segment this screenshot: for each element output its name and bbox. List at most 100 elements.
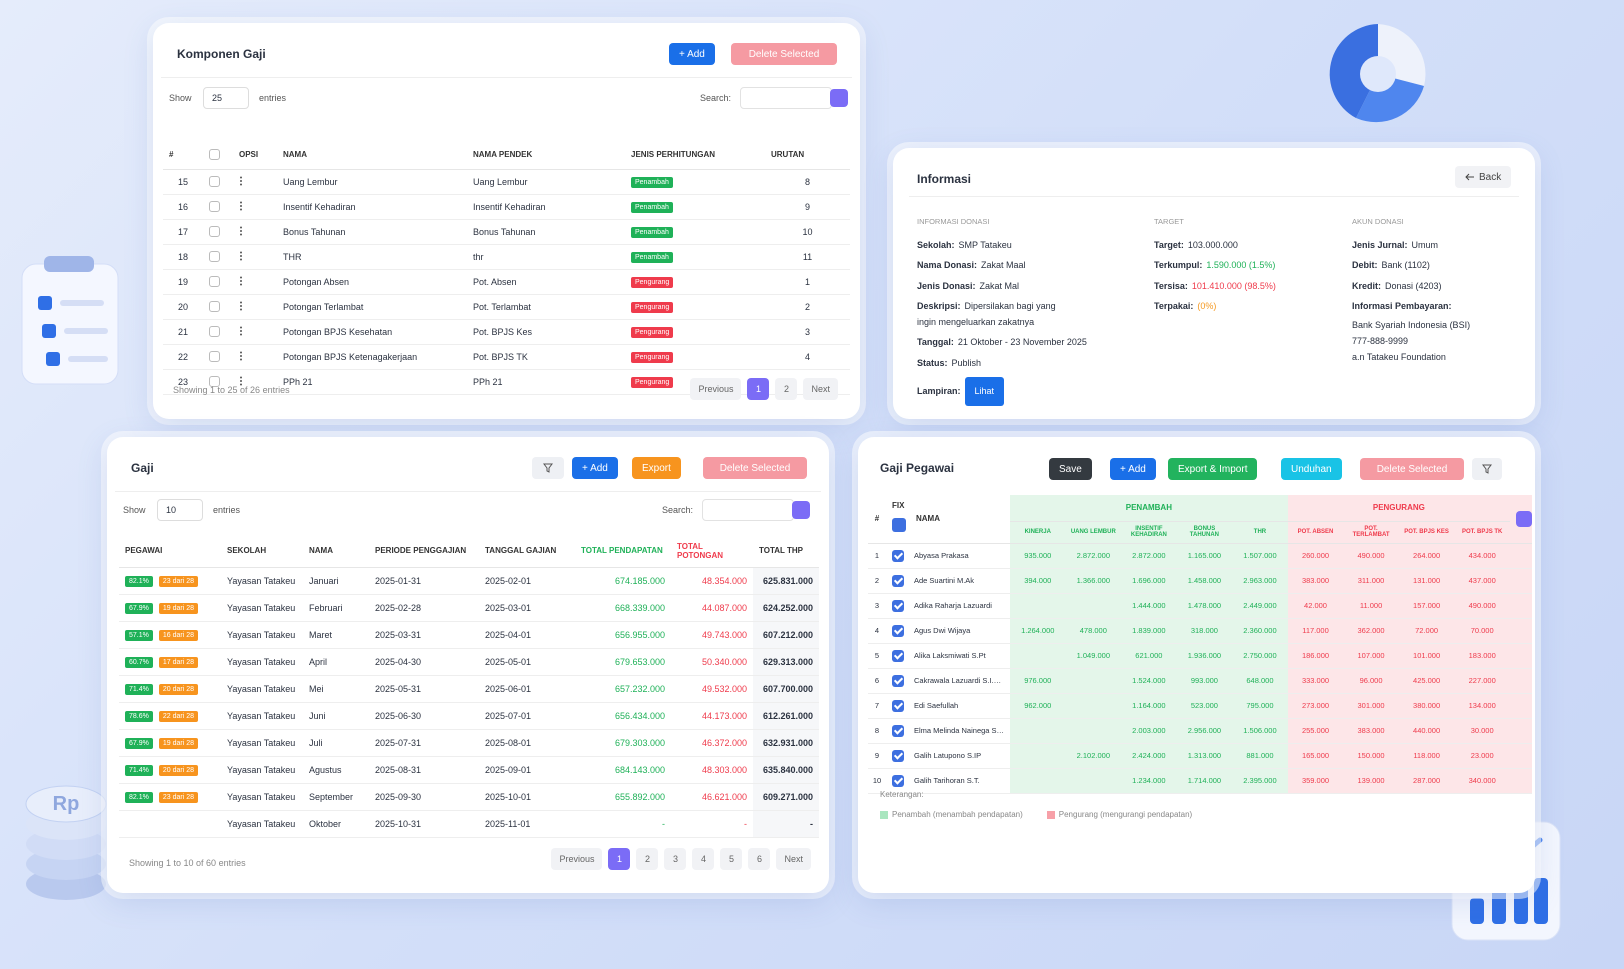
- kebab-icon[interactable]: [239, 301, 243, 311]
- checkbox[interactable]: [209, 201, 220, 213]
- filter-button[interactable]: [532, 457, 564, 479]
- kebab-icon[interactable]: [239, 376, 243, 386]
- unduhan-button[interactable]: Unduhan: [1281, 458, 1342, 480]
- page-button[interactable]: 3: [664, 848, 687, 870]
- kebab-icon[interactable]: [239, 251, 243, 261]
- options-cell[interactable]: [233, 344, 277, 370]
- export-button[interactable]: Export: [632, 457, 681, 479]
- settings-button[interactable]: [792, 501, 810, 519]
- pengurang-value: 117.000: [1287, 618, 1344, 644]
- back-button[interactable]: Back: [1455, 166, 1512, 188]
- delete-button[interactable]: Delete Selected: [731, 43, 837, 65]
- add-button[interactable]: + Add: [572, 457, 618, 479]
- filter-button[interactable]: [1472, 458, 1502, 480]
- options-cell[interactable]: [233, 369, 277, 395]
- page-button[interactable]: 1: [747, 378, 770, 400]
- checkbox[interactable]: [209, 251, 220, 263]
- page-button[interactable]: 1: [608, 848, 631, 870]
- info-field: Lampiran: Lihat: [917, 377, 1097, 406]
- export-button[interactable]: Export & Import: [1168, 458, 1258, 480]
- fix-checkbox[interactable]: [892, 749, 904, 762]
- options-cell[interactable]: [233, 169, 277, 195]
- select-all[interactable]: [892, 518, 906, 532]
- page-button[interactable]: Next: [803, 378, 838, 400]
- legend-swatch: [880, 810, 888, 819]
- periode: 2025-07-31: [369, 729, 479, 757]
- save-button[interactable]: Save: [1049, 458, 1092, 480]
- check: [46, 352, 60, 366]
- options-cell[interactable]: [233, 269, 277, 295]
- row-number: 20: [163, 294, 203, 320]
- checkbox[interactable]: [209, 276, 220, 288]
- page-button[interactable]: Previous: [690, 378, 742, 400]
- add-button[interactable]: + Add: [1110, 458, 1156, 480]
- checkbox[interactable]: [209, 226, 220, 238]
- row-number: 16: [163, 194, 203, 220]
- settings-button[interactable]: [1516, 510, 1532, 527]
- sekolah: Yayasan Tatakeu: [221, 702, 303, 730]
- kebab-icon[interactable]: [239, 176, 243, 186]
- page-button[interactable]: Next: [776, 848, 811, 870]
- kebab-icon[interactable]: [239, 201, 243, 211]
- kebab-icon[interactable]: [239, 226, 243, 236]
- nama: Februari: [303, 594, 369, 622]
- fix-checkbox[interactable]: [892, 599, 904, 612]
- delete-button[interactable]: Delete Selected: [1360, 458, 1464, 480]
- penambah-value: 1.507.000: [1232, 543, 1288, 569]
- page-button[interactable]: 6: [748, 848, 771, 870]
- options-cell[interactable]: [233, 194, 277, 220]
- page-button[interactable]: 2: [775, 378, 798, 400]
- settings-button[interactable]: [830, 89, 848, 107]
- fix-checkbox[interactable]: [892, 674, 904, 687]
- delete-button[interactable]: Delete Selected: [703, 457, 807, 479]
- checkbox[interactable]: [209, 351, 220, 363]
- nama-pendek: Pot. BPJS TK: [467, 344, 625, 370]
- attendance-badge: 23 dari 28: [158, 791, 198, 803]
- tanggal: 2025-08-01: [479, 729, 575, 757]
- options-cell[interactable]: [233, 219, 277, 245]
- checkbox[interactable]: [209, 326, 220, 338]
- options-cell[interactable]: [233, 294, 277, 320]
- pengurang-value: 260.000: [1287, 543, 1344, 569]
- penambah-value: [1010, 718, 1066, 744]
- page-button[interactable]: 5: [720, 848, 743, 870]
- view-button[interactable]: Lihat: [964, 377, 1005, 406]
- jenis-cell: Penambah: [625, 219, 765, 245]
- checkbox[interactable]: [209, 176, 220, 188]
- entries-select[interactable]: 25: [203, 87, 249, 109]
- fix-checkbox[interactable]: [892, 649, 904, 662]
- page-button[interactable]: Previous: [551, 848, 603, 870]
- line: [60, 300, 104, 306]
- kebab-icon[interactable]: [239, 276, 243, 286]
- potongan: 44.173.000: [671, 702, 753, 730]
- checkbox[interactable]: [209, 301, 220, 313]
- fix-checkbox[interactable]: [892, 724, 904, 737]
- kebab-icon[interactable]: [239, 326, 243, 336]
- add-button[interactable]: + Add: [669, 43, 715, 65]
- column-header: POT. ABSEN: [1287, 521, 1344, 544]
- checkbox[interactable]: [209, 149, 220, 161]
- options-cell[interactable]: [233, 319, 277, 345]
- fix-checkbox[interactable]: [892, 574, 904, 587]
- penambah-value: 993.000: [1176, 668, 1233, 694]
- search-input[interactable]: [740, 87, 832, 109]
- fix-checkbox[interactable]: [892, 774, 904, 787]
- checkbox[interactable]: [209, 376, 220, 388]
- sekolah: Yayasan Tatakeu: [221, 594, 303, 622]
- fix-checkbox[interactable]: [892, 699, 904, 712]
- table-row: 60.7% 17 dari 28 Yayasan Tatakeu April 2025-…: [119, 648, 819, 676]
- page-button[interactable]: 2: [636, 848, 659, 870]
- info-field: Jenis Jurnal: Umum: [1352, 235, 1532, 256]
- options-cell[interactable]: [233, 244, 277, 270]
- entries-select[interactable]: 10: [157, 499, 203, 521]
- pendapatan: 655.892.000: [575, 783, 671, 811]
- gear-cell: [1510, 668, 1532, 694]
- row-number: 2: [868, 568, 886, 594]
- search-input[interactable]: [702, 499, 794, 521]
- kebab-icon[interactable]: [239, 351, 243, 361]
- fix-checkbox[interactable]: [892, 549, 904, 562]
- page-button[interactable]: 4: [692, 848, 715, 870]
- fix-checkbox[interactable]: [892, 624, 904, 637]
- back-label: Back: [1479, 171, 1502, 183]
- periode: 2025-10-31: [369, 810, 479, 838]
